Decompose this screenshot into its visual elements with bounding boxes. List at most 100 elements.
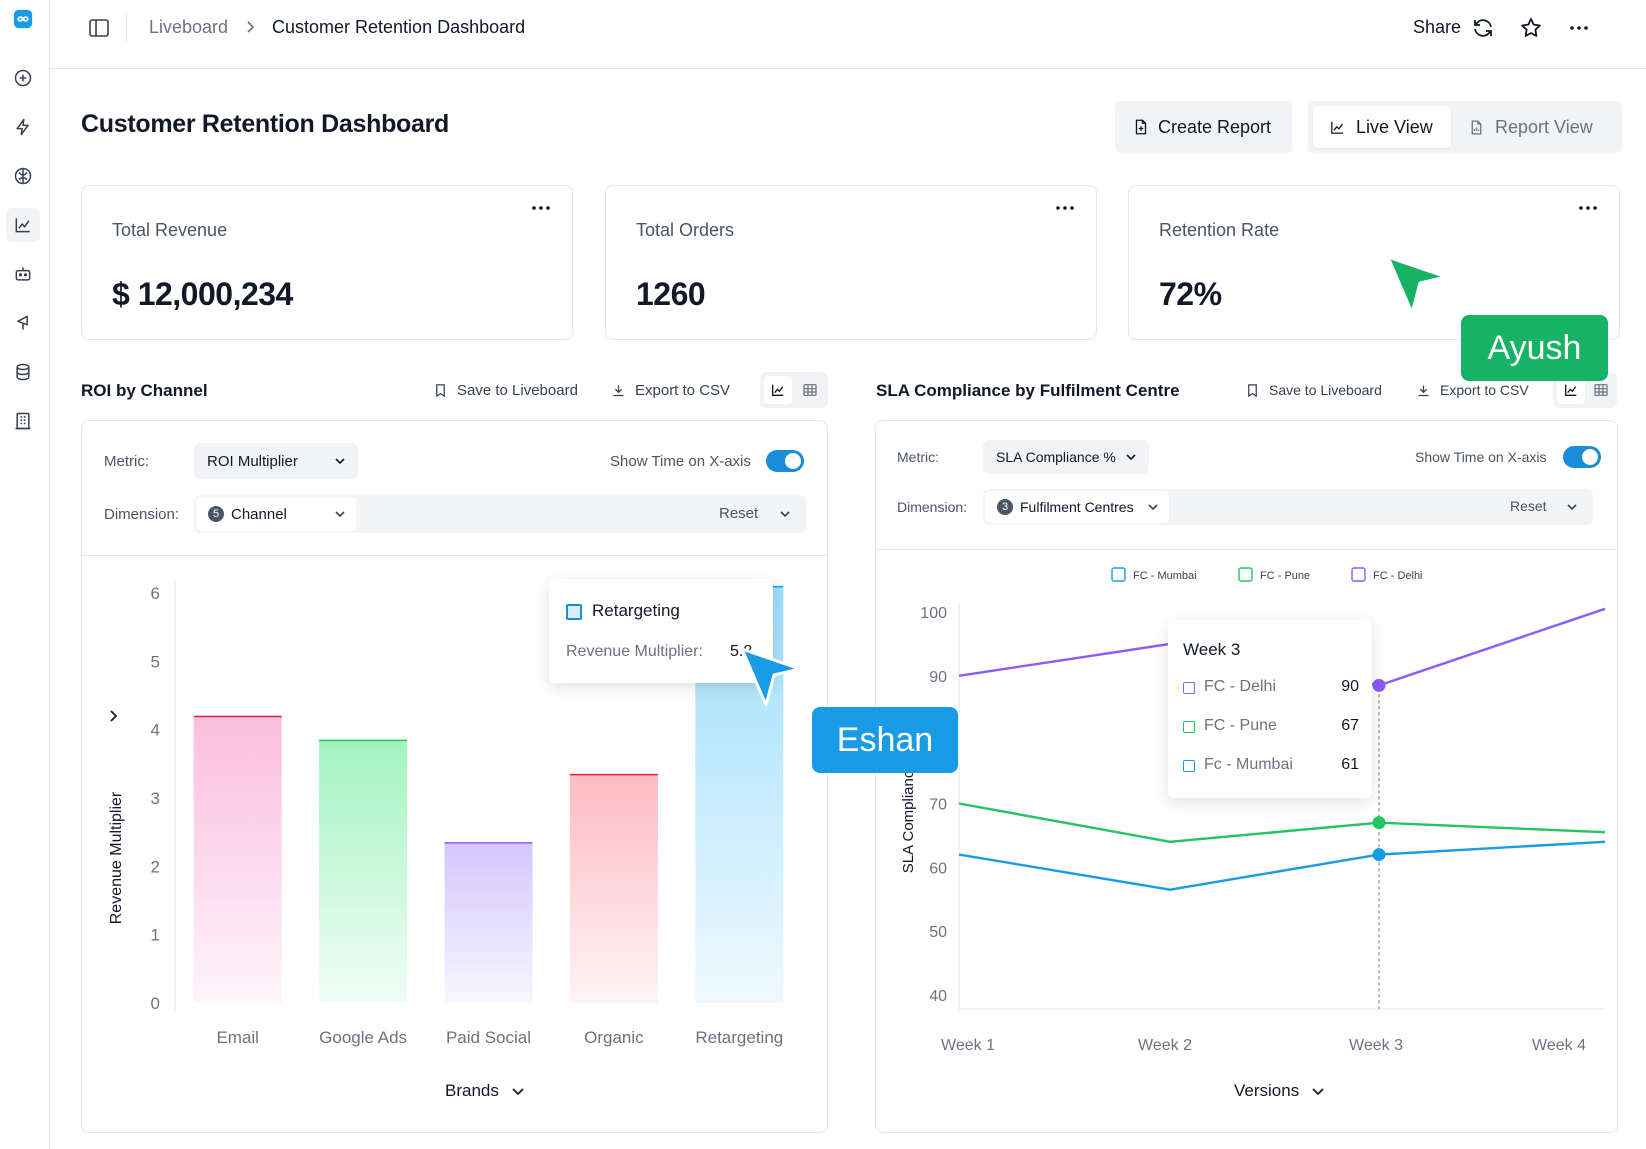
- database-icon[interactable]: [6, 355, 40, 389]
- sla-save-to-liveboard-button[interactable]: Save to Liveboard: [1245, 382, 1382, 398]
- x-tick-label: Retargeting: [695, 1028, 783, 1047]
- table-view-button[interactable]: [1587, 376, 1615, 404]
- dimension-label: Dimension:: [104, 506, 180, 523]
- y-tick-label: 100: [920, 605, 947, 622]
- chart-view-button[interactable]: [764, 376, 792, 404]
- chevron-down-icon: [1126, 454, 1136, 461]
- roi-chart-panel: Metric: ROI Multiplier Show Time on X-ax…: [81, 420, 828, 1133]
- data-point-highlight[interactable]: [1372, 816, 1386, 830]
- show-time-label: Show Time on X-axis: [610, 453, 751, 470]
- series-swatch: [1183, 721, 1195, 733]
- y-tick-label: 1: [151, 926, 160, 945]
- roi-export-csv-button[interactable]: Export to CSV: [611, 382, 730, 399]
- data-point-highlight[interactable]: [1372, 678, 1386, 692]
- series-swatch: [1183, 682, 1195, 694]
- chart-icon: [772, 384, 784, 396]
- legend-label[interactable]: FC - Delhi: [1373, 570, 1423, 582]
- sla-export-csv-button[interactable]: Export to CSV: [1416, 382, 1529, 398]
- sidebar-toggle-icon[interactable]: [87, 16, 113, 42]
- show-time-toggle[interactable]: [766, 450, 804, 472]
- app-logo-icon[interactable]: [6, 2, 40, 36]
- star-icon[interactable]: [1519, 16, 1543, 40]
- sla-dimension-bar: 3 Fulfilment Centres Reset: [983, 489, 1593, 525]
- tooltip-row-name: FC - Pune: [1204, 717, 1277, 734]
- report-view-tab[interactable]: Report View: [1468, 106, 1593, 148]
- megaphone-icon[interactable]: [6, 306, 40, 340]
- robot-icon[interactable]: [6, 257, 40, 291]
- sla-metric-select[interactable]: SLA Compliance %: [983, 440, 1149, 474]
- y-tick-label: 5: [151, 652, 160, 671]
- divider: [876, 549, 1617, 550]
- y-tick-label: 4: [151, 721, 160, 740]
- kpi-card-total-orders[interactable]: Total Orders 1260: [605, 185, 1097, 340]
- chart-icon: [1565, 384, 1577, 396]
- building-icon[interactable]: [6, 404, 40, 438]
- export-label: Export to CSV: [635, 382, 731, 399]
- metric-label: Metric:: [897, 449, 939, 465]
- more-options-icon[interactable]: [1054, 202, 1076, 214]
- sla-x-axis-title[interactable]: Versions: [1234, 1081, 1325, 1101]
- download-icon: [613, 385, 624, 397]
- brain-icon[interactable]: [6, 159, 40, 193]
- chevron-down-icon[interactable]: [779, 508, 791, 520]
- bar-paid-social[interactable]: [444, 842, 533, 1003]
- x-tick-label: Week 4: [1532, 1037, 1586, 1054]
- chevron-right-icon[interactable]: [110, 710, 118, 722]
- x-tick-label: Google Ads: [319, 1028, 407, 1047]
- show-time-toggle[interactable]: [1563, 446, 1601, 468]
- chevron-down-icon[interactable]: [1566, 501, 1578, 513]
- series-line-fc-pune[interactable]: [958, 802, 1606, 843]
- tooltip-row-pune: FC - Pune 67: [1183, 717, 1359, 737]
- sla-reset-button[interactable]: Reset: [1510, 498, 1547, 514]
- legend-label[interactable]: FC - Pune: [1260, 570, 1310, 582]
- bar-google-ads[interactable]: [319, 739, 408, 1003]
- create-report-button[interactable]: Create Report: [1115, 101, 1292, 153]
- more-options-icon[interactable]: [1567, 16, 1591, 40]
- roi-metric-select[interactable]: ROI Multiplier: [194, 443, 358, 479]
- roi-x-axis-title[interactable]: Brands: [445, 1081, 525, 1101]
- kpi-card-total-revenue[interactable]: Total Revenue $ 12,000,234: [81, 185, 573, 340]
- table-view-button[interactable]: [796, 376, 824, 404]
- kpi-card-retention-rate[interactable]: Retention Rate 72%: [1128, 185, 1620, 340]
- x-tick-label: Week 2: [1138, 1037, 1192, 1054]
- chevron-down-icon: [335, 511, 345, 518]
- y-tick-label: 3: [151, 789, 160, 808]
- chart-icon[interactable]: [6, 208, 40, 242]
- legend-swatch[interactable]: [1351, 567, 1366, 582]
- lightning-icon[interactable]: [6, 110, 40, 144]
- divider: [126, 12, 127, 42]
- roi-save-to-liveboard-button[interactable]: Save to Liveboard: [433, 382, 578, 399]
- breadcrumb-liveboard[interactable]: Liveboard: [149, 17, 229, 37]
- sla-chart-tooltip: Week 3 FC - Delhi 90 FC - Pune 67 Fc - M…: [1168, 620, 1372, 798]
- live-view-label: Live View: [1356, 116, 1433, 137]
- share-button[interactable]: Share: [1413, 17, 1462, 37]
- bar-organic[interactable]: [569, 774, 658, 1003]
- page-title: Customer Retention Dashboard: [81, 110, 450, 138]
- download-icon: [1418, 385, 1429, 396]
- legend-swatch[interactable]: [1111, 567, 1126, 582]
- y-tick-label: 40: [929, 988, 947, 1005]
- dimension-value: Channel: [231, 505, 287, 523]
- more-options-icon[interactable]: [530, 202, 552, 214]
- export-label: Export to CSV: [1440, 382, 1529, 398]
- kpi-value: $ 12,000,234: [112, 276, 293, 312]
- divider: [82, 555, 827, 556]
- legend-swatch[interactable]: [1238, 567, 1253, 582]
- roi-dimension-select[interactable]: 5 Channel: [196, 497, 356, 531]
- legend-label[interactable]: FC - Mumbai: [1133, 570, 1197, 582]
- plus-circle-icon[interactable]: [6, 61, 40, 95]
- roi-reset-button[interactable]: Reset: [719, 505, 759, 522]
- data-point-highlight[interactable]: [1372, 848, 1386, 862]
- live-view-tab[interactable]: Live View: [1313, 106, 1451, 148]
- tooltip-row-name: Fc - Mumbai: [1204, 756, 1293, 773]
- sla-dimension-select[interactable]: 3 Fulfilment Centres: [985, 491, 1169, 523]
- bar-email[interactable]: [193, 716, 282, 1003]
- collaborator-tag-ayush: Ayush: [1461, 315, 1608, 381]
- metric-value: ROI Multiplier: [207, 452, 298, 470]
- more-options-icon[interactable]: [1577, 202, 1599, 214]
- y-tick-label: 6: [151, 584, 160, 603]
- kpi-value: 72%: [1159, 276, 1222, 312]
- refresh-icon[interactable]: [1471, 16, 1495, 40]
- x-tick-label: Week 3: [1349, 1037, 1403, 1054]
- series-line-fc-mumbai[interactable]: [958, 840, 1606, 891]
